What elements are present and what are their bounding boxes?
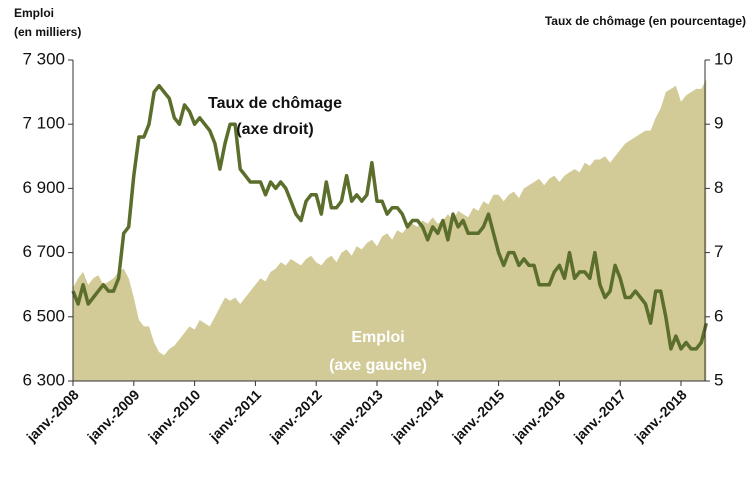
y2-axis-title: Taux de chômage (en pourcentage) [545,14,746,28]
x-tick-label: janv.-2013 [327,386,386,445]
annotation: (axe droit) [236,121,313,138]
y2-tick-label: 6 [714,306,723,325]
x-tick-label: janv.-2014 [387,386,446,445]
y-tick-label: 6 500 [22,306,65,325]
y-tick-label: 6 300 [22,370,65,389]
y-tick-label: 7 100 [22,114,65,133]
plot [71,79,708,382]
x-tick-label: janv.-2010 [144,386,203,445]
x-tick-label: janv.-2017 [570,386,629,445]
annotation: (axe gauche) [329,357,427,374]
x-tick-label: janv.-2016 [509,386,568,445]
y2-tick-label: 7 [714,242,723,261]
x-tick-label: janv.-2018 [631,386,690,445]
y-tick-label: 7 300 [22,49,65,68]
y2-tick-label: 9 [714,114,723,133]
x-tick-label: janv.-2008 [23,386,82,445]
x-tick-label: janv.-2015 [448,386,507,445]
area [73,79,707,382]
y2-tick-label: 8 [714,178,723,197]
y-tick-label: 6 700 [22,242,65,261]
y-axis-title: (en milliers) [14,25,81,39]
annotation: Taux de chômage [208,95,342,112]
x-tick-label: janv.-2009 [83,386,142,445]
x-tick-label: janv.-2011 [206,386,265,445]
y2-tick-label: 10 [714,49,733,68]
y2-tick-label: 5 [714,370,723,389]
y-axis-title: Emploi [14,6,54,20]
annotation: Emploi [351,329,404,346]
y-tick-label: 6 900 [22,178,65,197]
line [71,83,708,351]
x-tick-label: janv.-2012 [266,386,325,445]
